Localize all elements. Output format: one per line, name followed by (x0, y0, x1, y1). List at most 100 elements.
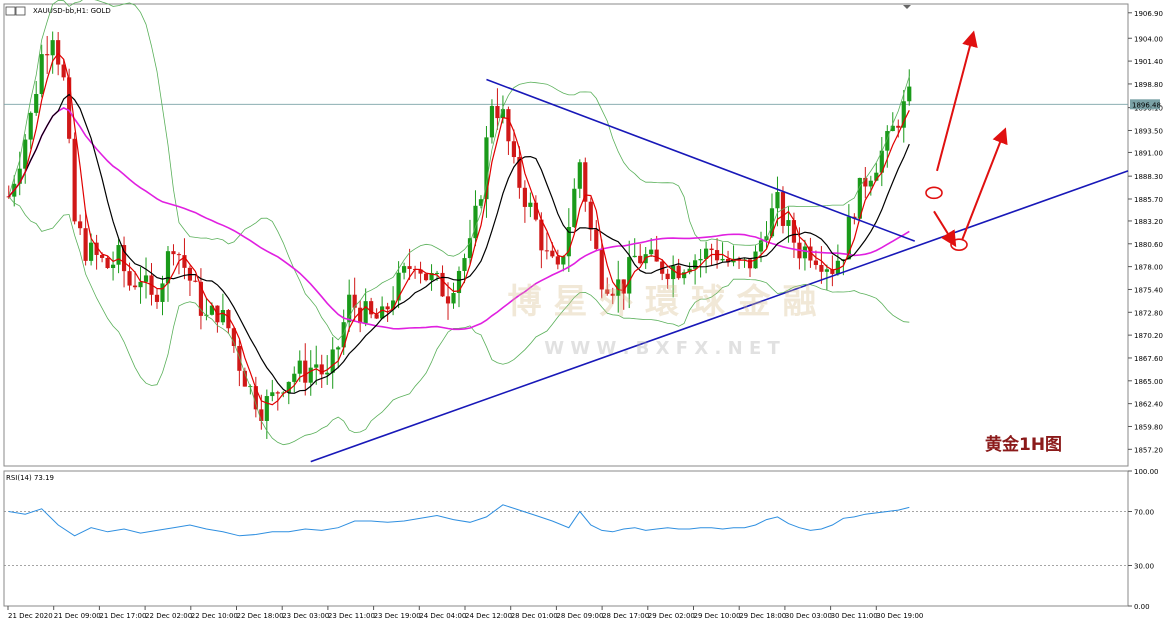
candle-body (407, 266, 412, 269)
candle-body (61, 64, 66, 78)
candle-body (725, 258, 731, 263)
candle-body (78, 221, 83, 229)
candle (890, 112, 895, 132)
candle-body (522, 187, 527, 207)
price-tick-label: 1885.70 (1134, 196, 1163, 204)
time-tick-label: 22 Dec 10:00 (191, 612, 238, 620)
candle-body (555, 256, 560, 265)
candle-body (34, 94, 39, 113)
watermark-url: W W W . B X F X . N E T (544, 338, 780, 359)
price-tick-label: 1857.20 (1134, 446, 1163, 454)
candle-body (121, 245, 127, 272)
candle (698, 248, 703, 278)
candle (572, 178, 577, 229)
candle (769, 193, 775, 238)
candle (671, 255, 676, 298)
candle-body (330, 349, 335, 373)
candle (347, 279, 352, 332)
time-tick-label: 23 Dec 11:00 (328, 612, 375, 620)
candle-body (583, 162, 588, 202)
candle (171, 244, 176, 266)
candle (544, 232, 549, 260)
candle (874, 163, 879, 182)
candle (638, 243, 643, 265)
candle (292, 366, 297, 393)
candle-body (610, 293, 615, 296)
candle (720, 242, 725, 263)
candle (495, 88, 500, 131)
candle-body (824, 269, 829, 272)
candle-body (484, 137, 489, 200)
candle (237, 340, 242, 387)
candle-body (676, 265, 681, 279)
rsi-tick-label: 100.00 (1134, 468, 1159, 476)
bollinger-upper-band (8, 0, 910, 341)
candle-body (423, 273, 429, 281)
candle-body (341, 322, 346, 348)
candle-body (550, 250, 555, 257)
candle-body (533, 202, 538, 220)
candle-body (868, 180, 873, 187)
candle-body (462, 258, 467, 271)
price-tick-label: 1867.60 (1134, 355, 1163, 363)
candle-body (495, 106, 500, 119)
candle (242, 367, 247, 387)
candle-body (292, 373, 297, 382)
time-tick-label: 21 Dec 2020 (8, 612, 53, 620)
candle (154, 288, 160, 309)
chart-window-icon (5, 6, 26, 16)
candle-body (627, 257, 632, 294)
candle-body (517, 157, 522, 188)
candle-body (385, 306, 390, 310)
candle (423, 273, 429, 282)
candle-body (791, 220, 797, 243)
candle-body (901, 101, 906, 128)
time-tick-label: 24 Dec 04:00 (419, 612, 466, 620)
price-tick-label: 1888.30 (1134, 173, 1163, 181)
candle (885, 125, 890, 168)
candle-body (638, 255, 643, 264)
candle-body (418, 269, 423, 274)
candle-body (319, 364, 324, 375)
candle-body (736, 258, 742, 261)
candle-body (303, 360, 308, 383)
candle (308, 350, 313, 396)
candle-body (693, 260, 698, 269)
candle-body (56, 40, 61, 65)
chart-window-icon-frame (15, 6, 26, 16)
candle (808, 237, 813, 268)
candle-body (286, 381, 291, 393)
candle (319, 354, 324, 388)
candle (72, 132, 77, 225)
candle-body (813, 260, 818, 265)
candle (676, 258, 681, 280)
candle (83, 210, 88, 266)
candle-body (704, 248, 709, 259)
candle-body (660, 261, 665, 274)
candle (220, 293, 225, 326)
candle (143, 257, 149, 299)
rsi-tick-label: 70.00 (1134, 509, 1154, 517)
candle (78, 214, 83, 235)
candle-body (138, 281, 143, 288)
candle-body (352, 294, 357, 308)
candle-body (835, 260, 840, 274)
candle-body (819, 264, 824, 272)
candle (402, 262, 407, 280)
candle-body (127, 271, 132, 286)
candle-body (451, 293, 456, 304)
candle-body (347, 294, 352, 323)
candle (517, 146, 522, 199)
candle (50, 31, 55, 74)
candle-body (544, 250, 549, 252)
candle-body (665, 273, 670, 280)
candle (632, 238, 637, 258)
candle (660, 259, 665, 281)
price-tick-label: 1906.90 (1134, 10, 1163, 18)
candle-body (682, 272, 687, 279)
candle-body (808, 246, 813, 261)
candle (583, 157, 588, 212)
time-tick-label: 28 Dec 17:00 (602, 612, 649, 620)
